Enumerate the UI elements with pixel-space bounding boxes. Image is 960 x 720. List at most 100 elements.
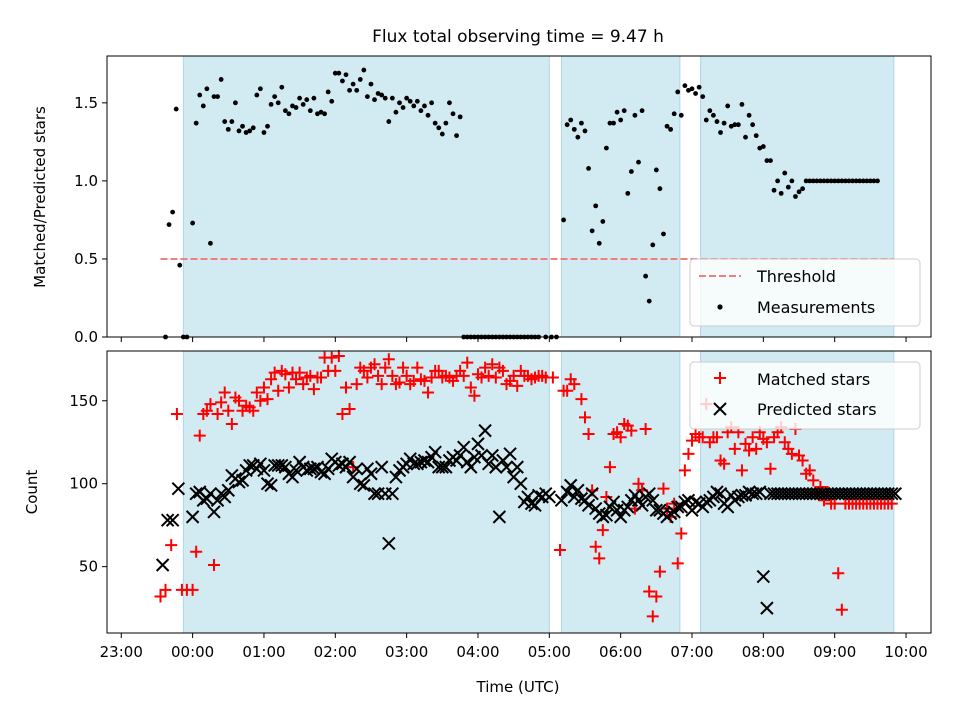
matched-marker bbox=[760, 436, 773, 449]
measurement-point bbox=[653, 167, 659, 173]
measurement-point bbox=[236, 128, 242, 134]
bottom-legend: Matched stars Predicted stars bbox=[689, 361, 921, 430]
x-tick-label: 01:00 bbox=[242, 643, 285, 661]
measurement-point bbox=[600, 219, 606, 224]
measurement-point bbox=[579, 120, 584, 126]
measurement-point bbox=[828, 178, 834, 184]
measurement-point bbox=[177, 262, 183, 268]
predicted-marker bbox=[155, 558, 170, 572]
measurement-point bbox=[393, 109, 399, 115]
matched-marker bbox=[746, 431, 759, 444]
predicted-marker bbox=[278, 460, 293, 474]
matched-marker bbox=[546, 371, 559, 384]
measurement-point bbox=[810, 178, 816, 184]
measurement-point bbox=[875, 178, 880, 184]
legend-predicted-label: Predicted stars bbox=[757, 400, 877, 419]
measurement-point bbox=[173, 106, 179, 112]
matched-marker bbox=[796, 454, 809, 467]
measurement-point bbox=[436, 125, 442, 131]
measurement-point bbox=[628, 169, 634, 174]
top-y-tick-label: 1.0 bbox=[74, 172, 98, 190]
predicted-marker bbox=[471, 437, 485, 451]
matched-marker bbox=[807, 474, 820, 487]
measurement-point bbox=[561, 217, 566, 223]
measurement-point bbox=[625, 190, 631, 196]
bottom-y-axis: 50 100 150 bbox=[69, 392, 107, 576]
matched-marker bbox=[461, 356, 474, 369]
matched-marker bbox=[222, 404, 235, 417]
measurement-point bbox=[204, 86, 210, 92]
measurement-point bbox=[347, 87, 352, 93]
measurement-point bbox=[864, 178, 870, 184]
measurement-point bbox=[379, 92, 385, 98]
matched-marker bbox=[290, 373, 303, 386]
measurement-point bbox=[382, 95, 388, 101]
predicted-marker bbox=[599, 508, 614, 522]
predicted-marker bbox=[160, 513, 175, 527]
measurement-point bbox=[586, 166, 591, 171]
matched-marker bbox=[232, 394, 245, 407]
measurement-point bbox=[336, 70, 342, 76]
predicted-marker bbox=[560, 485, 574, 499]
measurement-point bbox=[250, 125, 256, 131]
measurement-point bbox=[297, 95, 303, 101]
measurement-point bbox=[322, 111, 327, 117]
measurement-point bbox=[718, 130, 723, 135]
measurement-point bbox=[771, 187, 777, 193]
matched-marker bbox=[632, 477, 645, 490]
x-tick-label: 00:00 bbox=[171, 643, 214, 661]
x-axis-label: Time (UTC) bbox=[476, 678, 560, 696]
measurement-point bbox=[867, 178, 873, 184]
matched-marker bbox=[397, 361, 410, 374]
predicted-marker bbox=[542, 490, 557, 504]
legend-matched-swatch bbox=[714, 372, 726, 384]
measurement-point bbox=[796, 189, 802, 195]
x-tick-label: 06:00 bbox=[599, 643, 642, 661]
x-tick-label: 03:00 bbox=[385, 643, 428, 661]
predicted-marker bbox=[749, 486, 763, 501]
measurement-point bbox=[340, 78, 345, 84]
matched-marker bbox=[204, 398, 217, 411]
matched-marker bbox=[764, 462, 777, 475]
measurement-point bbox=[364, 94, 370, 99]
matched-marker bbox=[329, 364, 342, 377]
measurement-point bbox=[404, 95, 410, 101]
measurement-point bbox=[842, 178, 848, 184]
matched-marker bbox=[578, 411, 591, 424]
x-tick-label: 04:00 bbox=[456, 643, 499, 661]
measurement-point bbox=[714, 119, 720, 124]
measurement-point bbox=[332, 70, 338, 76]
matched-marker bbox=[432, 364, 445, 377]
measurement-point bbox=[443, 120, 449, 126]
predicted-marker bbox=[264, 478, 278, 493]
matched-marker bbox=[479, 361, 492, 374]
matched-marker bbox=[743, 444, 756, 457]
measurement-point bbox=[218, 77, 224, 82]
matched-marker bbox=[728, 442, 741, 455]
matched-marker bbox=[315, 371, 328, 384]
predicted-marker bbox=[314, 465, 328, 479]
matched-marker bbox=[225, 417, 238, 430]
measurement-point bbox=[818, 178, 823, 184]
bottom-y-tick-label: 100 bbox=[69, 475, 98, 493]
measurement-point bbox=[675, 89, 681, 95]
predicted-marker bbox=[428, 445, 442, 459]
matched-marker bbox=[208, 558, 221, 571]
matched-marker bbox=[653, 565, 666, 578]
measurement-point bbox=[760, 144, 766, 149]
legend-matched-label: Matched stars bbox=[757, 370, 870, 389]
matched-marker bbox=[835, 603, 848, 616]
bottom-y-axis-label: Count bbox=[23, 470, 41, 515]
matched-marker bbox=[339, 381, 352, 394]
measurement-point bbox=[397, 100, 402, 106]
measurement-point bbox=[411, 103, 417, 109]
measurement-point bbox=[785, 184, 791, 190]
matched-marker bbox=[254, 394, 267, 407]
measurement-point bbox=[170, 209, 176, 215]
measurement-point bbox=[696, 84, 702, 90]
matched-marker bbox=[582, 427, 595, 440]
predicted-marker bbox=[671, 500, 685, 514]
matched-marker bbox=[832, 567, 845, 580]
measurement-point bbox=[650, 242, 656, 248]
matched-marker bbox=[507, 369, 520, 382]
